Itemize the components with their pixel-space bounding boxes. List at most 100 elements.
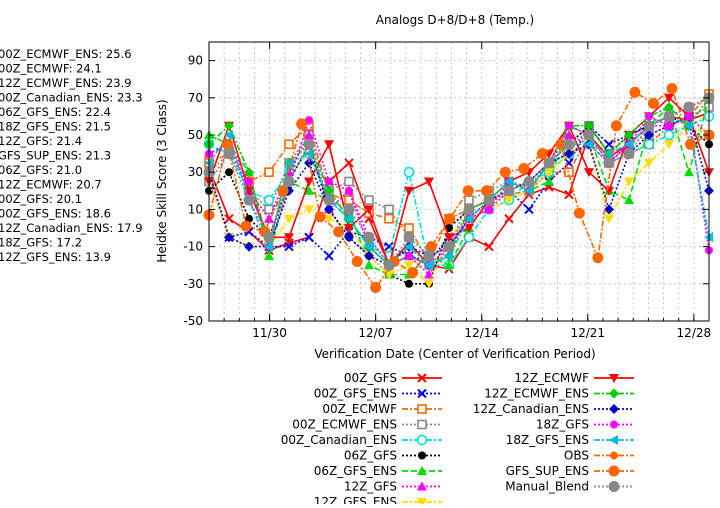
data-point [370,282,382,294]
data-point [240,220,252,232]
series-line-18z-gfs [208,115,710,267]
data-point [304,232,314,243]
data-point [324,204,334,215]
legend-swatch-marker [610,420,618,429]
data-point [644,158,654,168]
score-summary-item: 18Z_GFS_ENS: 21.5 [0,120,111,134]
data-point [244,167,254,178]
data-point [564,189,574,200]
data-point [284,214,294,224]
data-point [685,112,693,121]
data-point [555,138,567,150]
data-point [564,130,574,139]
series-line-gfs-sup-ens [208,87,710,289]
legend-swatch-marker [609,374,619,383]
data-point [284,139,294,150]
score-summary-item: GFS_SUP_ENS: 21.3 [0,149,111,163]
data-point [664,102,674,113]
legend-label: 18Z_GFS_ENS [506,433,589,447]
data-point [663,129,675,141]
data-point [323,194,335,206]
legend-item-12z-gfs: 12Z_GFS [344,480,442,494]
data-point [304,205,314,215]
legend-label: 12Z_ECMWF [514,371,589,385]
score-summary-item: 00Z_ECMWF: 24.1 [0,62,102,76]
series-00z-ecmwf-ens [204,102,714,261]
legend-label: 00Z_ECMWF [322,402,397,416]
data-point [524,185,533,196]
data-point [536,148,548,160]
data-point [584,139,593,150]
data-point [643,120,655,132]
data-point [684,138,696,150]
data-point [333,226,345,238]
data-point [544,176,554,186]
data-point [364,250,374,261]
data-point [404,186,414,196]
data-point [264,241,273,252]
data-point [464,213,473,224]
data-point [444,213,456,225]
data-point [444,233,454,243]
legend-item-12z-ecmwf-ens: 12Z_ECMWF_ENS [484,387,634,401]
score-summary-item: 06Z_GFS: 21.0 [0,163,82,177]
data-point [224,213,234,224]
legend-label: 00Z_GFS [344,371,397,385]
data-point [324,251,334,261]
data-point [407,267,419,279]
data-point [364,205,374,215]
legend-swatch-marker [416,434,428,446]
data-point [444,260,454,270]
legend-swatch-marker [417,404,427,414]
data-point [263,194,275,206]
score-summary-item: 00Z_Canadian_ENS: 23.3 [0,91,143,105]
data-point [296,118,308,130]
data-point [573,207,585,219]
data-point [518,162,530,174]
legend-item-06z-gfs: 06Z_GFS [344,449,442,463]
legend-swatch-marker [418,451,426,460]
y-tick-label: -30 [183,277,203,291]
y-tick-label: 90 [188,54,203,68]
legend-item-18z-gfs: 18Z_GFS [536,418,634,432]
legend-label: 12Z_ECMWF_ENS [484,387,589,401]
data-point [481,185,493,197]
score-summary-item: 12Z_ECMWF_ENS: 23.9 [0,76,132,90]
legend-label: GFS_SUP_ENS [506,464,589,478]
y-tick-label: 10 [188,202,203,216]
data-point [264,167,274,177]
legend-swatch-marker [610,451,618,460]
x-axis-label: Verification Date (Center of Verificatio… [314,347,595,361]
data-point [425,241,437,253]
score-summary-item: 06Z_GFS_ENS: 22.4 [0,105,111,119]
legend-item-12z-canadian-ens: 12Z_Canadian_ENS [473,402,634,416]
data-point [344,224,354,233]
data-point [283,176,295,187]
y-tick-label: 30 [188,165,203,179]
data-point [384,241,394,252]
data-point [443,241,455,253]
legend-label: 00Z_GFS_ENS [314,387,397,401]
score-summary-item: 18Z_GFS: 17.2 [0,236,82,250]
data-point [643,139,655,150]
data-point [344,232,354,243]
data-point [623,148,635,160]
data-point [463,203,475,215]
data-point [404,223,414,233]
axes: -50 -30 -10 10 30 50 70 90 11/30 12/07 12/14 12/21 1… [183,42,711,340]
y-tick-label: -10 [183,240,203,254]
legend-swatch-marker [417,498,427,507]
legend-item-00z-gfs: 00Z_GFS [344,371,442,385]
score-summary-item: 00Z_ECMWF_ENS: 25.6 [0,47,132,61]
legend-item-12z-ecmwf: 12Z_ECMWF [514,371,634,385]
data-point [383,259,395,271]
data-point [324,214,334,224]
data-point [629,86,641,98]
data-point [592,252,604,264]
legend-item-00z-ecmwf: 00Z_ECMWF [322,402,442,416]
legend-label: 12Z_Canadian_ENS [473,402,589,416]
data-point [424,279,434,289]
legend-item-00z-gfs-ens: 00Z_GFS_ENS [314,387,442,401]
